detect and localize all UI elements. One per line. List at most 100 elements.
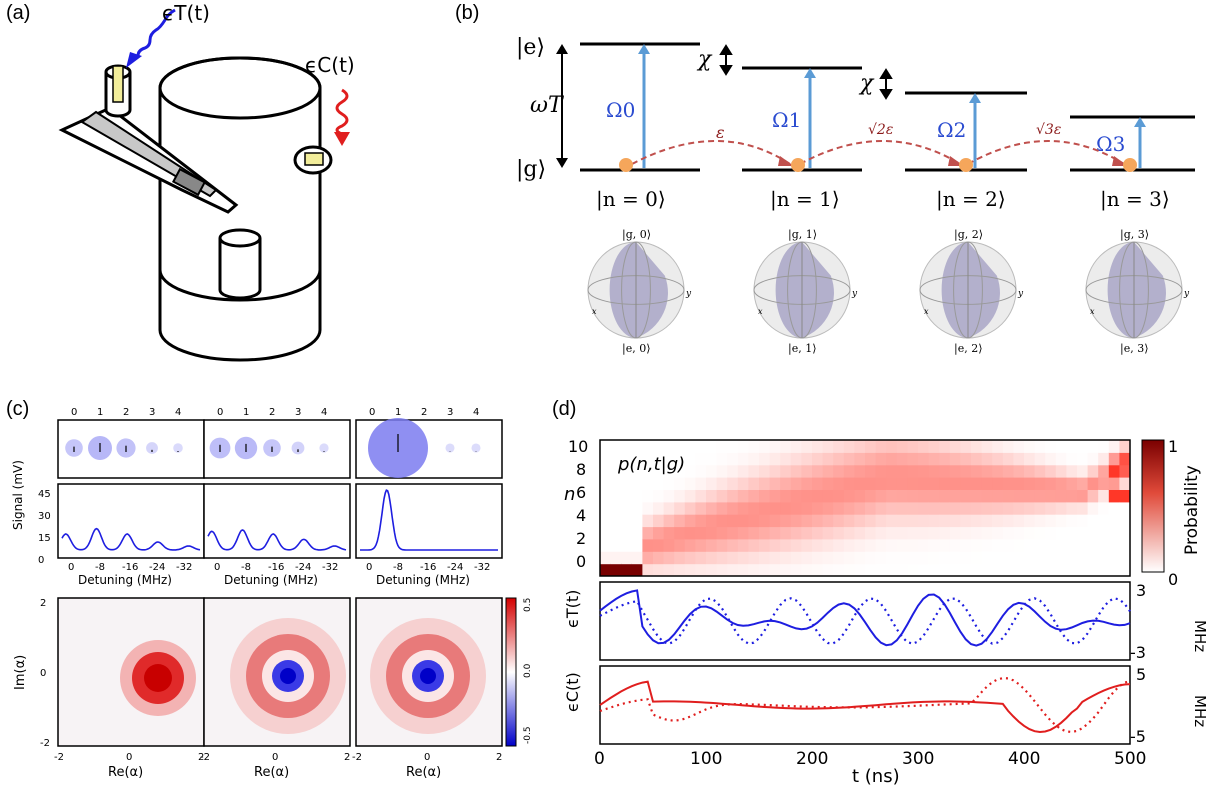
heatmap-cell [1045, 501, 1057, 515]
heatmap-cell [833, 477, 845, 490]
heatmap-cell [843, 440, 855, 453]
bloch-surface-1 [775, 242, 834, 338]
heatmap-cell [875, 464, 887, 478]
wigner-map-2 [356, 598, 502, 746]
heatmap-cell [1034, 514, 1046, 528]
heatmap-cell [939, 538, 951, 552]
heatmap-cell [769, 501, 781, 515]
heatmap-cell [621, 551, 633, 565]
heatmap-cell [822, 514, 834, 528]
fock-circle-1-3 [291, 441, 305, 455]
fock-distribution-rows: 0 1 2 3 4 0 1 2 3 4 0 1 2 3 4 [57, 407, 503, 479]
bloch-x-axis-0: x [592, 307, 597, 316]
heatmap-cell [653, 489, 665, 503]
heatmap-cell [684, 489, 696, 503]
bloch-y-axis-0: y [685, 289, 692, 299]
spectroscopy-plots: 0 -8 -16 -24 -32 Detuning (MHz) 0 -8 -16 -24 -32 De… [38, 483, 503, 587]
heatmap-cell [812, 514, 824, 528]
heatmap-cell [1098, 501, 1110, 515]
heatmap-cell [939, 477, 951, 490]
coupling-label-2: √2ε [868, 122, 893, 138]
heatmap-cell [1077, 538, 1089, 552]
heatmap-cell [1002, 551, 1014, 565]
heatmap-cell [610, 464, 622, 478]
heatmap-cell [759, 440, 771, 453]
heatmap-cell [716, 477, 728, 490]
heatmap-cell [716, 464, 728, 478]
heatmap-cell [674, 501, 686, 515]
heatmap-cell [759, 501, 771, 515]
fock-tick-0-4: 4 [175, 407, 181, 418]
heatmap-cell [621, 526, 633, 540]
heatmap-cell [706, 563, 718, 577]
heatmap-cell [928, 551, 940, 565]
eps-t-solid [599, 589, 1131, 647]
heatmap-cell [737, 551, 749, 565]
heatmap-cell [1002, 538, 1014, 552]
heatmap-cell [928, 501, 940, 515]
heatmap-cell [1066, 477, 1078, 490]
heatmap-cell [1034, 440, 1046, 453]
heatmap-cell [1034, 464, 1046, 478]
heatmap-cell [928, 464, 940, 478]
bloch-x-axis-2: x [924, 307, 929, 316]
heatmap-cell [1013, 538, 1025, 552]
heatmap-cell [716, 514, 728, 528]
heatmap-cell [1098, 452, 1110, 466]
heatmap-cell [674, 526, 686, 540]
heatmap-cell [780, 514, 792, 528]
heatmap-cell [780, 489, 792, 503]
heatmap-cell [949, 477, 961, 490]
panel-label-d: (d) [552, 398, 577, 420]
heatmap-cell [1098, 563, 1110, 577]
heatmap-cell [875, 563, 887, 577]
heatmap-cell [621, 489, 633, 503]
heatmap-cell [1024, 440, 1036, 453]
heatmap-cell [610, 526, 622, 540]
heatmap-cell [727, 563, 739, 577]
heatmap-cell [737, 538, 749, 552]
heatmap-cell [1024, 563, 1036, 577]
heatmap-cell [801, 514, 813, 528]
wigner-y-label: Im(α) [13, 655, 28, 690]
heatmap-cell [674, 440, 686, 453]
heatmap-cell [939, 501, 951, 515]
heatmap-cell [981, 452, 993, 466]
heatmap-cell [833, 551, 845, 565]
heatmap-cell [1013, 489, 1025, 503]
heatmap-cell [875, 489, 887, 503]
heatmap-cell [949, 452, 961, 466]
colorbar-label: Probability [1182, 465, 1202, 555]
heatmap-cell [600, 452, 612, 466]
heatmap-cell [653, 501, 665, 515]
detuning-tick-0-2: -16 [122, 562, 138, 573]
heatmap-cell [981, 501, 993, 515]
heatmap-cell [716, 452, 728, 466]
detuning-tick-0-1: -8 [95, 562, 105, 573]
heatmap-cell [642, 464, 654, 478]
heatmap-cell [992, 464, 1004, 478]
detuning-tick-1-4: -32 [322, 562, 338, 573]
heatmap-cell [663, 538, 675, 552]
heatmap-cell [790, 452, 802, 466]
heatmap-cell [1066, 489, 1078, 503]
heatmap-cell [748, 501, 760, 515]
heatmap-cell [695, 489, 707, 503]
heatmap-cell [1098, 440, 1110, 453]
wigner-frame-2 [355, 597, 503, 747]
heatmap-cell [1119, 440, 1131, 453]
heatmap-cell [1055, 501, 1067, 515]
n-tick-1: 8 [576, 460, 586, 479]
heatmap-cell [907, 551, 919, 565]
heatmap-cell [812, 551, 824, 565]
transmon-drive-trace: 3 -3 [599, 581, 1146, 662]
bloch-spheres: |g, 0⟩ |e, 0⟩ y x |g, 1⟩ |e, 1⟩ y x |g, 2⟩ |e, 2⟩… [587, 228, 1190, 356]
heatmap-cell [695, 452, 707, 466]
bloch-bottom-2: |e, 2⟩ [954, 342, 983, 356]
heatmap-cell [1055, 489, 1067, 503]
heatmap-cell [716, 563, 728, 577]
heatmap-cell [769, 551, 781, 565]
fock-row-frame-1 [203, 419, 351, 479]
heatmap-cell [960, 514, 972, 528]
t-tick-1: 100 [690, 749, 722, 769]
